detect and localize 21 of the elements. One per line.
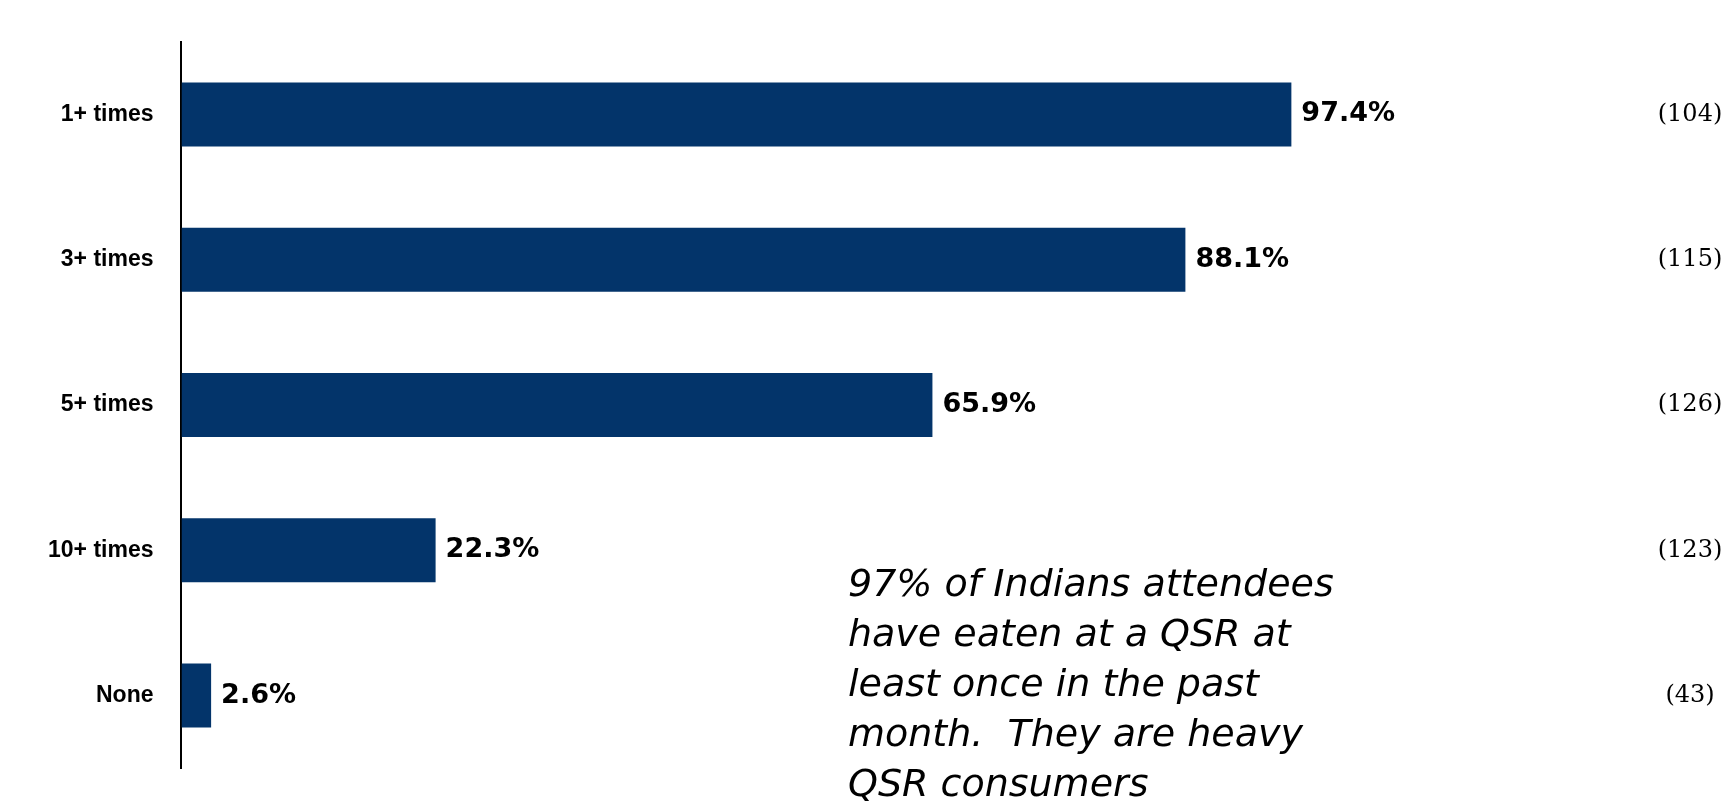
text: (126) [1657,389,1723,418]
bar [181,373,933,437]
text: (43) [1665,679,1715,708]
data-label: 97.4% [1301,96,1396,128]
y-tick-label: 5+ times [60,390,154,417]
text: (115) [1657,243,1723,272]
data-label: 22.3% [445,532,540,564]
bar [181,82,1292,147]
data-label: 2.6% [221,677,297,709]
y-tick-label: 1+ times [60,99,154,126]
data-label: 65.9% [942,387,1037,419]
y-tick-label: 10+ times [47,535,154,562]
bar [181,663,212,728]
bar [181,227,1186,292]
y-tick-label: 3+ times [60,245,154,272]
annotation: 97% of Indians attendees have eaten at a QSR at least once in the past month. They are heavy QSR consumers [848,561,1334,805]
text: (123) [1657,534,1723,563]
y-tick-label: None [95,680,154,707]
text: (104) [1657,98,1723,127]
data-label: 88.1% [1195,241,1290,273]
bar [181,518,436,583]
